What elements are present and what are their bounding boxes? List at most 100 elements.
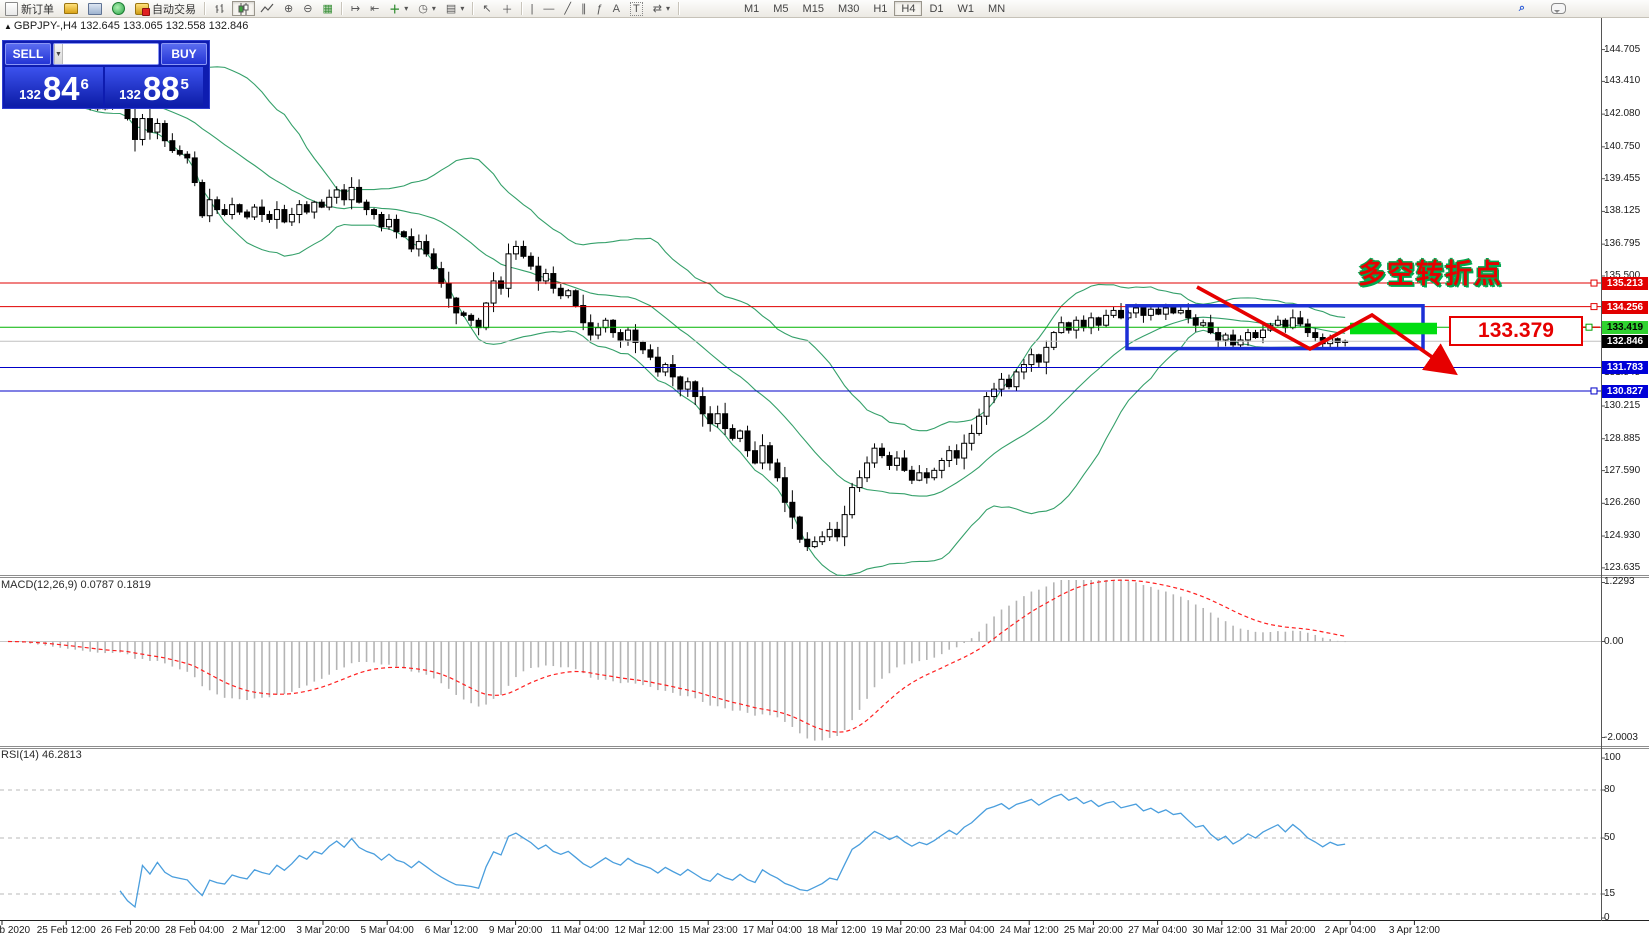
turning-point-annotation[interactable]: 多空转折点 [1358, 259, 1503, 289]
new-order-button[interactable]: 新订单 [0, 1, 59, 16]
chevron-down-icon: ▾ [665, 4, 670, 13]
crosshair-button[interactable]: ＋ [497, 1, 518, 16]
volume-decrease-button[interactable]: ▼ [54, 44, 63, 64]
fibonacci-button[interactable]: ƒ [592, 1, 608, 16]
fibonacci-icon: ƒ [596, 2, 603, 15]
text-label-button[interactable]: T [625, 1, 648, 16]
buy-price-pip: 5 [180, 76, 189, 93]
templates-icon: ▤ [445, 3, 457, 15]
buy-button[interactable]: BUY [161, 43, 207, 65]
text-button[interactable]: A [608, 1, 625, 16]
cursor-button[interactable]: ↖ [477, 1, 496, 16]
time-axis-label: 3 Mar 20:00 [296, 925, 350, 936]
toolbar-right-group: ⌕ [1514, 1, 1571, 16]
toolbar: 新订单 自动交易 ⊕ ⊖ ▦ ↦ [0, 0, 1649, 18]
bar-chart-icon [215, 3, 224, 13]
auto-trading-button[interactable]: 自动交易 [130, 1, 201, 16]
timeframe-button-M15[interactable]: M15 [796, 1, 831, 16]
axis-label: 15 [1604, 888, 1616, 899]
sell-price-tile[interactable]: 132 84 6 [5, 67, 103, 106]
search-icon: ⌕ [1518, 2, 1525, 14]
terminal-icon [88, 2, 102, 15]
axis-label: 130.215 [1604, 400, 1641, 411]
buy-price-tile[interactable]: 132 88 5 [105, 67, 203, 106]
zoom-in-icon: ⊕ [284, 3, 294, 15]
axis-label: 140.750 [1604, 140, 1641, 152]
indicators-button[interactable]: ＋ ▾ [384, 1, 413, 16]
axis-label: 80 [1604, 784, 1616, 795]
axis-label: 100 [1604, 752, 1621, 763]
axis-label: 142.080 [1604, 108, 1641, 120]
trendline-button[interactable]: ╱ [559, 1, 576, 16]
main-chart-area[interactable] [0, 17, 1601, 921]
volume-input[interactable] [62, 44, 158, 64]
one-click-toggle-icon[interactable]: ▲ [4, 22, 12, 31]
trendline-icon: ╱ [564, 3, 572, 15]
axis-label: -2.0003 [1604, 731, 1638, 743]
axis-label: 133.419 [1602, 321, 1648, 335]
timeframe-button-D1[interactable]: D1 [922, 1, 950, 16]
time-axis-label: 6 Mar 12:00 [424, 925, 479, 936]
bar-chart-button[interactable] [209, 1, 232, 16]
timeframe-button-H1[interactable]: H1 [866, 1, 894, 16]
axis-label: 130.827 [1602, 384, 1648, 398]
chart-profiles-icon [64, 3, 78, 14]
price-callout-box[interactable]: 133.379 [1449, 316, 1583, 346]
time-axis-label: 25 Feb 12:00 [36, 925, 96, 936]
one-click-trading-panel: SELL ▼ ▲ BUY 132 84 6 132 88 5 [2, 40, 210, 109]
sell-button[interactable]: SELL [5, 43, 51, 65]
cursor-icon: ↖ [482, 3, 492, 15]
chat-icon [1551, 3, 1566, 14]
time-axis-label: 23 Mar 04:00 [935, 925, 995, 936]
zoom-out-button[interactable]: ⊖ [298, 1, 317, 16]
signals-icon [112, 2, 125, 15]
time-axis-label: 11 Mar 04:00 [550, 925, 609, 936]
timeframe-button-M30[interactable]: M30 [831, 1, 866, 16]
auto-scroll-button[interactable]: ↦ [346, 1, 365, 16]
line-handle [1590, 387, 1598, 395]
timeframe-button-M1[interactable]: M1 [737, 1, 766, 16]
chat-button[interactable] [1546, 1, 1571, 16]
auto-trading-icon [135, 2, 150, 16]
vertical-line-button[interactable]: | [526, 1, 539, 16]
sell-price-base: 132 [19, 87, 41, 102]
time-axis-label: 24 Feb 2020 [0, 925, 31, 936]
time-axis-label: 24 Mar 12:00 [999, 925, 1059, 936]
terminal-button[interactable] [83, 1, 107, 16]
auto-scroll-icon: ↦ [350, 3, 361, 15]
tile-windows-icon: ▦ [322, 3, 333, 15]
timeframe-button-M5[interactable]: M5 [766, 1, 795, 16]
text-label-icon: T [630, 1, 643, 16]
line-chart-button[interactable] [255, 1, 279, 16]
periods-button[interactable]: ◷ ▾ [413, 1, 441, 16]
zoom-in-button[interactable]: ⊕ [279, 1, 298, 16]
axis-label: 0 [1604, 912, 1610, 923]
arrows-icon: ⇄ [652, 3, 662, 15]
templates-button[interactable]: ▤ ▾ [441, 1, 469, 16]
time-axis-label: 12 Mar 12:00 [614, 925, 674, 936]
chevron-down-icon: ▾ [431, 4, 436, 13]
time-axis-label: 30 Mar 12:00 [1192, 925, 1252, 936]
search-button[interactable]: ⌕ [1514, 1, 1530, 16]
macd-label: MACD(12,26,9) 0.0787 0.1819 [1, 579, 151, 591]
axis-label: 132.846 [1602, 335, 1648, 349]
equidistant-channel-button[interactable]: ∥ [576, 1, 592, 16]
candles-layer [5, 80, 1349, 552]
candlestick-chart-button[interactable] [232, 1, 255, 16]
toolbar-separator [340, 2, 343, 15]
horizontal-line-button[interactable]: — [538, 1, 559, 16]
line-chart-icon [260, 3, 274, 12]
arrows-button[interactable]: ⇄ ▾ [648, 1, 675, 16]
timeframe-button-W1[interactable]: W1 [951, 1, 982, 16]
horizontal-line-icon: — [543, 2, 555, 15]
scroll-group: ↦ ⇤ ＋ ▾ ◷ ▾ ▤ ▾ [346, 0, 470, 17]
tile-windows-button[interactable]: ▦ [317, 1, 337, 16]
axis-label: 139.455 [1604, 172, 1641, 184]
timeframe-button-MN[interactable]: MN [981, 1, 1012, 16]
chart-shift-button[interactable]: ⇤ [365, 1, 384, 16]
time-axis-label: 17 Mar 04:00 [742, 925, 802, 936]
signals-button[interactable] [107, 1, 130, 16]
chart-profiles-button[interactable] [59, 1, 83, 16]
text-icon: A [612, 2, 621, 15]
timeframe-button-H4[interactable]: H4 [894, 1, 923, 16]
